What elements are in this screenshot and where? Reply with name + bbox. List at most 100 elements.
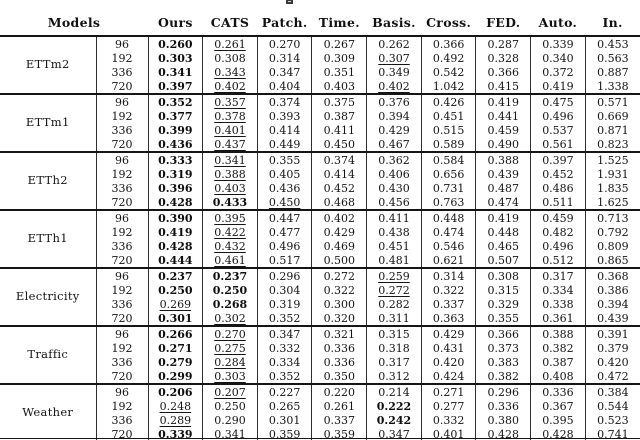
value-cell: 0.374 [311, 152, 367, 167]
value-cell: 0.355 [475, 311, 531, 327]
value-cell: 0.396 [147, 181, 203, 195]
value-cell: 0.265 [256, 399, 312, 413]
dataset-label: ETTm2 [0, 36, 96, 95]
value-cell: 0.388 [475, 152, 531, 167]
value-cell: 0.459 [475, 123, 531, 137]
value-cell: 0.272 [311, 268, 367, 283]
horizon-cell: 96 [95, 152, 149, 167]
value-cell: 0.299 [147, 369, 203, 385]
value-cell: 0.269 [147, 297, 203, 311]
table-row: Electricity 96 0.237 0.237 0.296 0.272 0.259 0.… [0, 268, 640, 327]
horizon-cell: 336 [95, 297, 149, 311]
value-cell: 0.492 [420, 51, 476, 65]
value-cell: 0.584 [420, 152, 476, 167]
value-cell: 0.571 [584, 94, 640, 109]
value-cell: 0.317 [530, 268, 586, 283]
value-cell: 0.438 [366, 225, 422, 239]
value-cell: 0.334 [530, 283, 586, 297]
value-cell: 0.465 [475, 239, 531, 253]
value-cell: 0.448 [475, 225, 531, 239]
value-cell: 0.472 [584, 369, 640, 385]
value-cell: 0.317 [366, 355, 422, 369]
value-cell: 0.419 [530, 79, 586, 95]
horizon-cell: 192 [95, 283, 149, 297]
value-cell: 0.429 [366, 123, 422, 137]
horizon-cell: 336 [95, 413, 149, 427]
value-cell: 0.467 [366, 137, 422, 153]
method-header-auto: Auto. [530, 10, 586, 37]
value-cell: 0.490 [475, 137, 531, 153]
table-row: 192 0.250 0.250 0.304 0.322 0.272 0.322 0.315 0.… [0, 283, 640, 297]
value-cell: 0.248 [147, 399, 203, 413]
horizon-cell: 192 [95, 225, 149, 239]
value-cell: 0.433 [202, 195, 258, 211]
horizon-cell: 96 [95, 268, 149, 283]
horizon-cell: 96 [95, 36, 149, 51]
horizon-cell: 720 [95, 311, 149, 327]
value-cell: 0.220 [311, 384, 367, 399]
value-cell: 0.339 [530, 36, 586, 51]
value-cell: 0.792 [584, 225, 640, 239]
value-cell: 0.328 [475, 51, 531, 65]
value-cell: 0.477 [256, 225, 312, 239]
table-header-row: Models Ours CATS Patch. Time. Basis. Cross. FE… [0, 10, 640, 37]
dataset-label: ETTh2 [0, 152, 96, 211]
table-row: 336 0.341 0.343 0.347 0.351 0.349 0.542 0.366 0.… [0, 65, 640, 79]
value-cell: 0.419 [147, 225, 203, 239]
bottom-double-rule-thin-line [0, 438, 640, 439]
value-cell: 0.431 [420, 341, 476, 355]
value-cell: 0.262 [366, 36, 422, 51]
horizon-cell: 192 [95, 167, 149, 181]
horizon-cell: 336 [95, 65, 149, 79]
value-cell: 0.379 [584, 341, 640, 355]
value-cell: 0.621 [420, 253, 476, 269]
value-cell: 0.377 [147, 109, 203, 123]
value-cell: 0.336 [311, 355, 367, 369]
value-cell: 0.500 [311, 253, 367, 269]
value-cell: 0.411 [311, 123, 367, 137]
value-cell: 0.372 [530, 65, 586, 79]
value-cell: 0.300 [311, 297, 367, 311]
dataset-label: Traffic [0, 326, 96, 385]
value-cell: 0.419 [475, 210, 531, 225]
value-cell: 0.318 [366, 341, 422, 355]
value-cell: 0.453 [584, 36, 640, 51]
value-cell: 0.496 [256, 239, 312, 253]
value-cell: 0.367 [530, 399, 586, 413]
value-cell: 0.388 [202, 167, 258, 181]
value-cell: 0.319 [147, 167, 203, 181]
value-cell: 0.341 [202, 152, 258, 167]
value-cell: 0.450 [311, 137, 367, 153]
value-cell: 0.271 [147, 341, 203, 355]
table-row: 720 0.301 0.302 0.352 0.320 0.311 0.363 0.355 0.… [0, 311, 640, 327]
value-cell: 0.441 [475, 109, 531, 123]
value-cell: 0.312 [366, 369, 422, 385]
value-cell: 0.341 [202, 427, 258, 440]
value-cell: 0.426 [420, 94, 476, 109]
value-cell: 0.337 [311, 413, 367, 427]
dataset-label: ETTh1 [0, 210, 96, 269]
value-cell: 0.341 [147, 65, 203, 79]
value-cell: 0.475 [530, 94, 586, 109]
value-cell: 0.432 [202, 239, 258, 253]
value-cell: 1.931 [584, 167, 640, 181]
table-row: 720 0.299 0.303 0.352 0.350 0.312 0.424 0.382 0.… [0, 369, 640, 385]
table-row: 720 0.428 0.433 0.450 0.468 0.456 0.763 0.474 0.… [0, 195, 640, 211]
value-cell: 0.763 [420, 195, 476, 211]
value-cell: 0.287 [475, 36, 531, 51]
value-cell: 0.411 [366, 210, 422, 225]
value-cell: 0.301 [147, 311, 203, 327]
value-cell: 0.474 [420, 225, 476, 239]
value-cell: 0.430 [366, 181, 422, 195]
value-cell: 0.366 [420, 36, 476, 51]
value-cell: 0.452 [530, 167, 586, 181]
value-cell: 0.290 [202, 413, 258, 427]
table-row: 720 0.339 0.341 0.359 0.359 0.347 0.401 0.428 0.… [0, 427, 640, 440]
value-cell: 0.474 [475, 195, 531, 211]
value-cell: 0.865 [584, 253, 640, 269]
value-cell: 0.450 [256, 195, 312, 211]
horizon-cell: 720 [95, 195, 149, 211]
value-cell: 0.414 [311, 167, 367, 181]
method-header-cats: CATS [202, 10, 258, 37]
value-cell: 0.347 [256, 65, 312, 79]
